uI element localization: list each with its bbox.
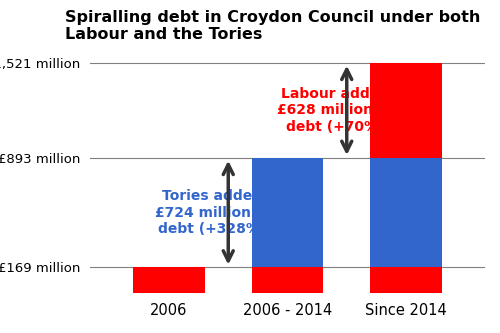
Text: Tories added
£724 million in
debt (+328%): Tories added £724 million in debt (+328%… xyxy=(155,189,270,236)
Bar xyxy=(252,158,323,267)
Text: Labour added
£628 million in
debt (+70%): Labour added £628 million in debt (+70%) xyxy=(277,87,392,134)
Bar xyxy=(252,267,323,293)
Text: Spiralling debt in Croydon Council under both Labour and the Tories: Spiralling debt in Croydon Council under… xyxy=(65,10,480,42)
Bar xyxy=(370,267,442,293)
Bar xyxy=(370,158,442,267)
Bar xyxy=(370,63,442,158)
Bar xyxy=(134,267,204,293)
